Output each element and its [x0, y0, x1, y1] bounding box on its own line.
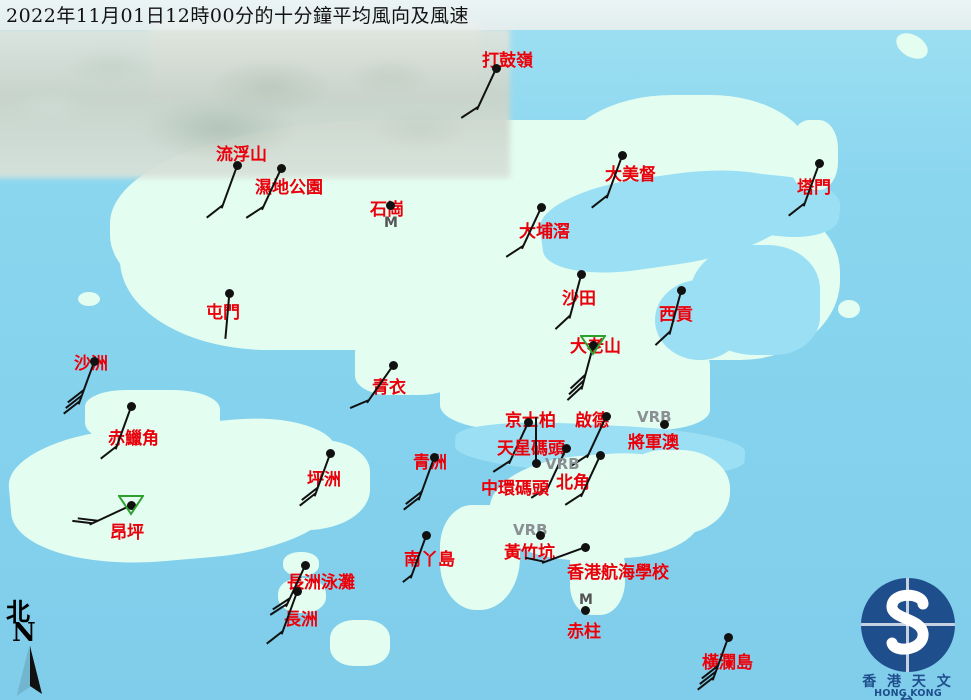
station-dot	[531, 458, 541, 468]
landmass-lamma	[440, 505, 520, 610]
station-dot	[580, 605, 590, 615]
maintenance-marker: M	[384, 215, 398, 231]
landmass-chek-lap-kok	[85, 390, 220, 445]
station-label: 黃竹坑	[504, 543, 555, 563]
station-label: 長洲	[284, 610, 318, 630]
station-dot	[535, 530, 545, 540]
station-label: 西貢	[659, 305, 693, 325]
logo-text-en: HONG KONG OBSERVATORY	[868, 688, 948, 700]
station-label: 香港航海學校	[567, 563, 669, 583]
landmass-po-toi	[330, 620, 390, 666]
station-label: 長洲泳灘	[287, 573, 355, 593]
station-label: 中環碼頭	[481, 479, 549, 499]
logo-circle	[861, 578, 955, 672]
landmass-nt-west	[120, 150, 450, 350]
station-label: 將軍澳	[628, 433, 679, 453]
mainland-satellite-imagery	[0, 28, 510, 178]
wind-pennant-icon	[118, 495, 144, 516]
page-title: 2022年11月01日12時00分的十分鐘平均風向及風速	[6, 5, 470, 27]
station-label: 屯門	[206, 303, 240, 323]
water-sai-kung-bay	[655, 280, 745, 360]
landmass-ninepin	[838, 300, 860, 318]
landmass-hk-island-east	[620, 450, 730, 535]
wind-pennant-icon	[580, 335, 606, 356]
station-label: 昂坪	[110, 523, 144, 543]
landmass-tsing-yi	[355, 330, 470, 395]
maintenance-marker: M	[579, 592, 593, 608]
logo-s-swirl-icon	[886, 589, 929, 655]
compass-label-en: N	[12, 618, 36, 648]
station-label: 北角	[556, 473, 590, 493]
station-label: 濕地公園	[255, 178, 323, 198]
station-label: 南丫島	[404, 550, 455, 570]
station-label: 沙田	[562, 289, 596, 309]
variable-wind-marker: VRB	[545, 455, 580, 473]
station-dot	[659, 419, 669, 429]
landmass-kowloon	[440, 330, 710, 430]
compass-label-cn: 北	[6, 597, 30, 626]
station-label: 天星碼頭	[497, 439, 565, 459]
title-bar	[0, 0, 971, 30]
station-label: 坪洲	[307, 470, 341, 490]
landmass-sha-chau	[78, 292, 100, 306]
hko-logo: 香 港 天 文 台 HONG KONG OBSERVATORY	[852, 578, 964, 700]
logo-text-cn: 香 港 天 文 台	[862, 674, 954, 700]
compass-rose: 北 N	[4, 592, 66, 698]
station-label: 塔門	[797, 178, 831, 198]
compass-needle-icon	[16, 646, 42, 696]
station-label: 流浮山	[216, 145, 267, 165]
station-dot	[385, 200, 395, 210]
station-label: 石崗	[370, 200, 404, 220]
wind-barb-staff	[534, 417, 538, 463]
station-label: 赤柱	[567, 622, 601, 642]
landmass-stanley-peninsula	[570, 540, 625, 615]
station-label: 打鼓嶺	[482, 51, 533, 71]
landmass-lantau-east	[230, 440, 370, 530]
